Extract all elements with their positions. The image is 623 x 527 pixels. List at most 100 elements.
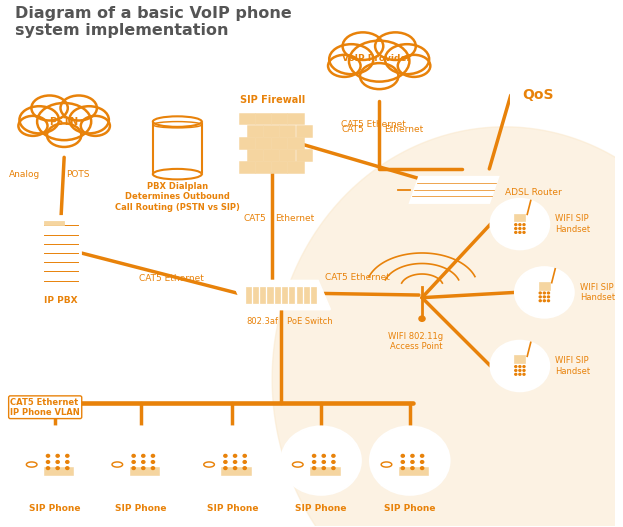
Circle shape xyxy=(421,454,424,457)
Bar xyxy=(264,150,279,161)
Bar xyxy=(515,213,525,221)
Circle shape xyxy=(523,231,525,233)
Ellipse shape xyxy=(69,106,109,133)
Bar xyxy=(275,287,280,303)
Text: CAT5 Ethernet: CAT5 Ethernet xyxy=(341,121,406,130)
Bar xyxy=(253,287,258,303)
Ellipse shape xyxy=(328,55,361,77)
Bar xyxy=(248,112,297,173)
Circle shape xyxy=(56,467,59,470)
Bar xyxy=(130,467,159,475)
Circle shape xyxy=(151,467,155,470)
Circle shape xyxy=(515,369,517,372)
Circle shape xyxy=(15,426,95,495)
Bar xyxy=(260,287,265,303)
Circle shape xyxy=(515,224,517,226)
Circle shape xyxy=(523,374,525,375)
Ellipse shape xyxy=(349,41,409,82)
Bar xyxy=(153,122,202,174)
Bar xyxy=(248,150,263,161)
Text: WIFI SIP
Handset: WIFI SIP Handset xyxy=(580,282,615,302)
Bar xyxy=(272,138,287,149)
Bar xyxy=(288,114,303,124)
Circle shape xyxy=(523,369,525,372)
Circle shape xyxy=(411,454,414,457)
Bar xyxy=(537,279,552,306)
Circle shape xyxy=(66,454,69,457)
Text: SIP Phone: SIP Phone xyxy=(295,504,347,513)
Text: Diagram of a basic VoIP phone
system implementation: Diagram of a basic VoIP phone system imp… xyxy=(15,6,292,38)
Bar xyxy=(44,221,64,225)
Circle shape xyxy=(523,366,525,367)
Circle shape xyxy=(515,366,517,367)
Bar xyxy=(256,114,271,124)
Circle shape xyxy=(515,228,517,229)
Bar xyxy=(239,114,255,124)
Circle shape xyxy=(46,461,50,463)
Circle shape xyxy=(332,467,335,470)
Text: Analog: Analog xyxy=(9,170,40,179)
Circle shape xyxy=(548,292,549,294)
Text: CAT5 Ethernet: CAT5 Ethernet xyxy=(139,275,204,284)
Ellipse shape xyxy=(385,44,429,74)
Bar xyxy=(288,138,303,149)
Bar xyxy=(26,464,37,485)
Circle shape xyxy=(141,454,145,457)
Circle shape xyxy=(519,224,521,226)
Text: SIP Phone: SIP Phone xyxy=(115,504,166,513)
Bar xyxy=(264,126,279,136)
Circle shape xyxy=(543,296,545,298)
Circle shape xyxy=(224,461,227,463)
Circle shape xyxy=(224,467,227,470)
Text: CAT5: CAT5 xyxy=(341,125,364,134)
Text: CAT5 Ethernet
IP Phone VLAN: CAT5 Ethernet IP Phone VLAN xyxy=(11,397,80,417)
Text: SIP Phone: SIP Phone xyxy=(207,504,258,513)
Bar xyxy=(112,464,123,485)
Polygon shape xyxy=(377,466,437,485)
Circle shape xyxy=(543,292,545,294)
Circle shape xyxy=(543,300,545,301)
Circle shape xyxy=(515,374,517,375)
Text: CAT5: CAT5 xyxy=(243,213,266,223)
Circle shape xyxy=(66,461,69,463)
Bar xyxy=(304,287,309,303)
Circle shape xyxy=(313,461,316,463)
Bar xyxy=(399,467,428,475)
Circle shape xyxy=(401,467,404,470)
Circle shape xyxy=(419,316,425,321)
Ellipse shape xyxy=(19,106,59,133)
Circle shape xyxy=(141,461,145,463)
Text: POTS: POTS xyxy=(66,170,90,179)
Bar xyxy=(256,162,271,173)
Circle shape xyxy=(322,467,325,470)
Bar xyxy=(221,467,251,475)
Ellipse shape xyxy=(329,44,373,74)
Text: WIFI 802.11g
Access Point: WIFI 802.11g Access Point xyxy=(388,332,444,351)
Circle shape xyxy=(519,228,521,229)
Text: SIP Phone: SIP Phone xyxy=(384,504,435,513)
Circle shape xyxy=(56,461,59,463)
Circle shape xyxy=(421,461,424,463)
Circle shape xyxy=(322,461,325,463)
Circle shape xyxy=(401,454,404,457)
Text: Ethernet: Ethernet xyxy=(384,125,424,134)
Circle shape xyxy=(548,296,549,298)
Text: ADSL Router: ADSL Router xyxy=(505,188,561,197)
Text: SIP Firewall: SIP Firewall xyxy=(239,94,305,104)
Circle shape xyxy=(69,220,74,224)
Circle shape xyxy=(332,454,335,457)
Circle shape xyxy=(56,454,59,457)
Circle shape xyxy=(540,300,541,301)
Circle shape xyxy=(515,231,517,233)
Circle shape xyxy=(313,454,316,457)
Circle shape xyxy=(234,454,237,457)
Bar xyxy=(239,138,255,149)
Polygon shape xyxy=(410,177,498,203)
Circle shape xyxy=(224,454,227,457)
Text: WIFI SIP
Handset: WIFI SIP Handset xyxy=(555,214,591,234)
Bar xyxy=(44,467,74,475)
Circle shape xyxy=(519,374,521,375)
Text: QoS: QoS xyxy=(523,89,554,102)
Ellipse shape xyxy=(153,116,202,127)
Text: SIP Phone: SIP Phone xyxy=(29,504,81,513)
